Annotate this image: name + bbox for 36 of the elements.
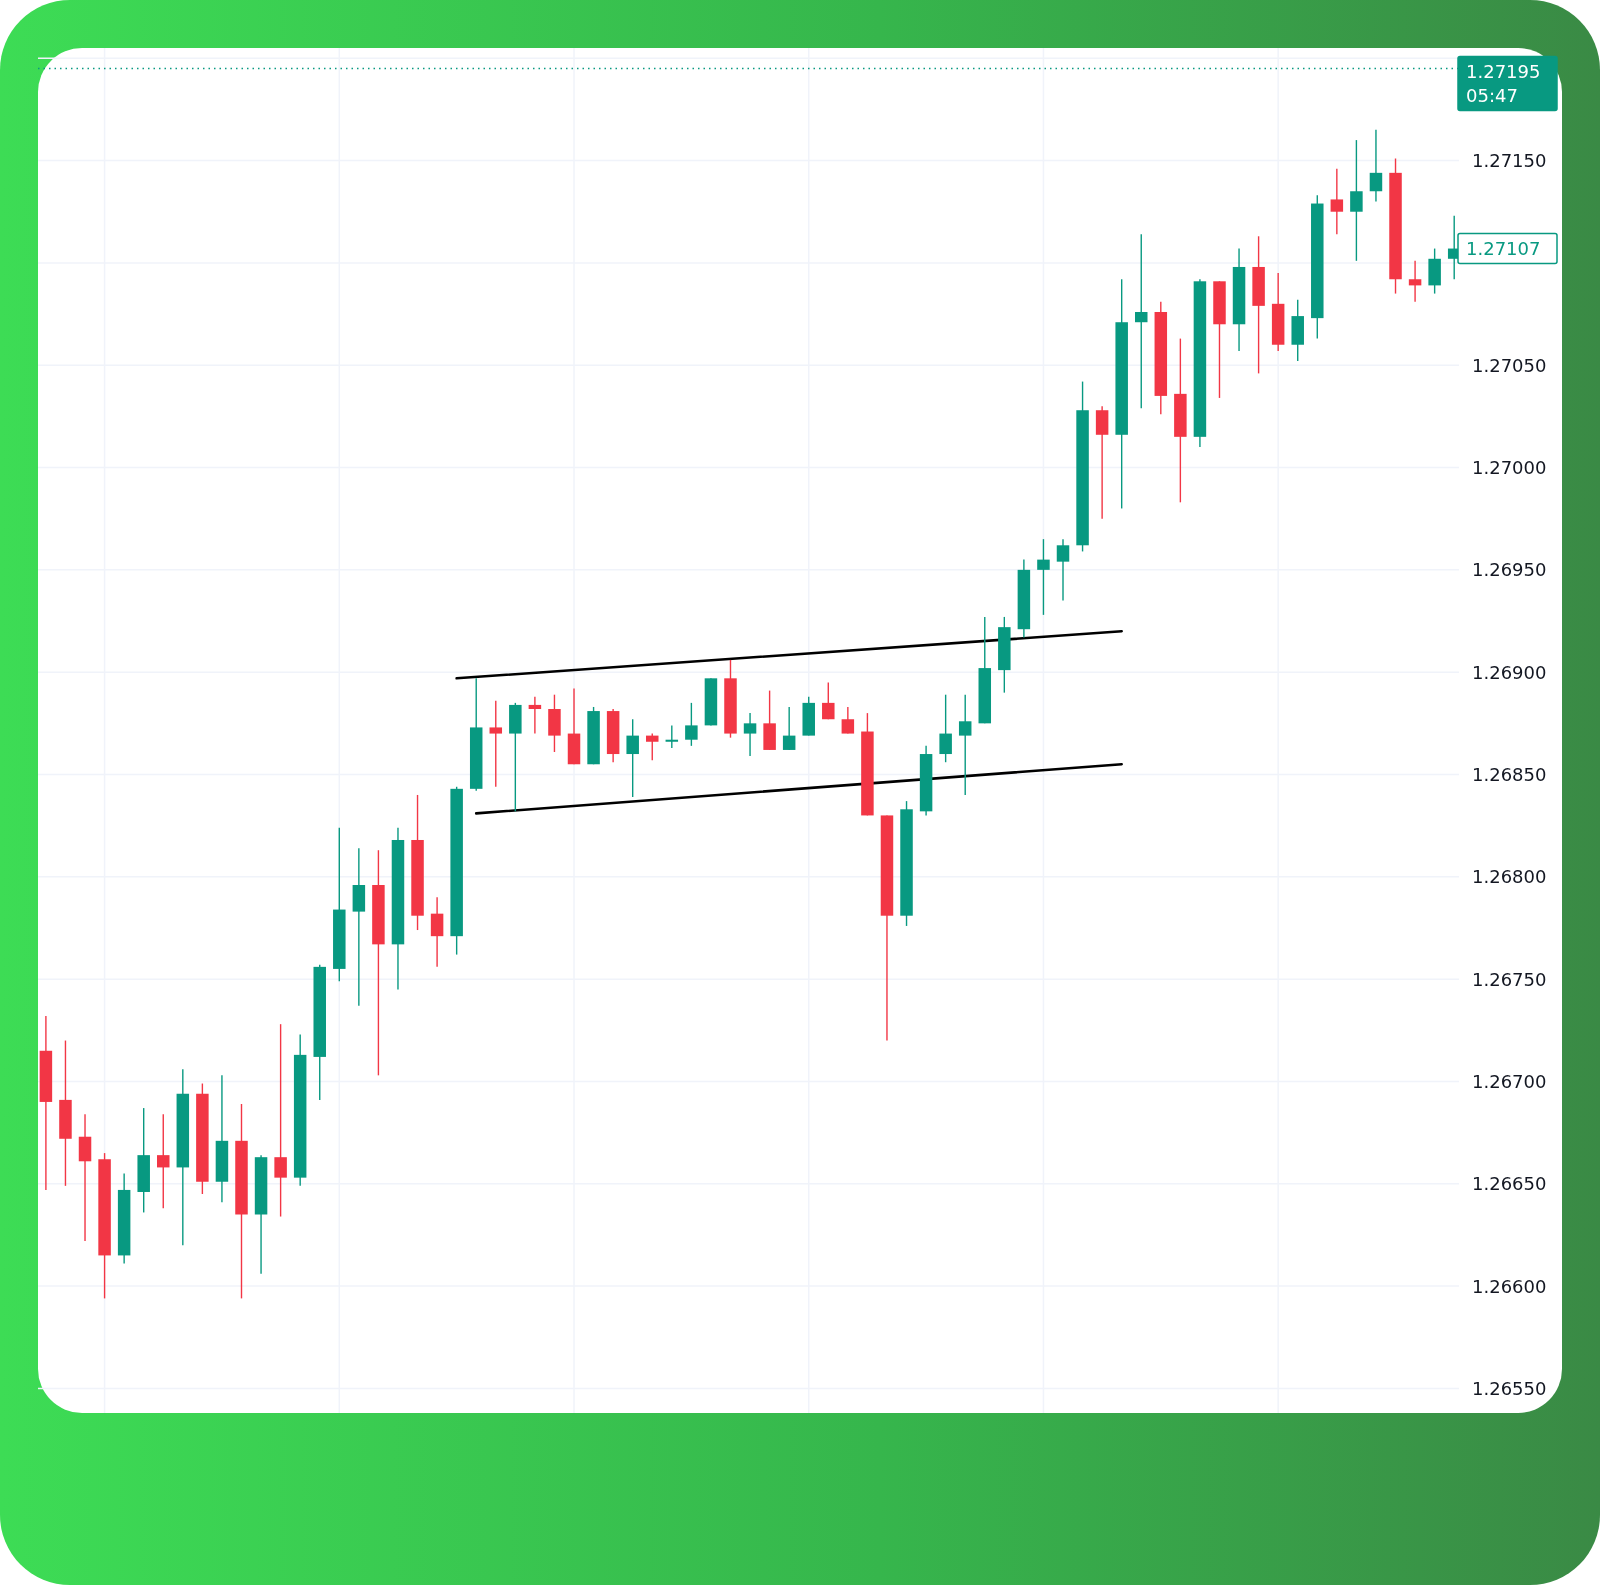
candlestick bbox=[1056, 538, 1070, 602]
y-tick-label: 1.27150 bbox=[1472, 150, 1547, 172]
y-tick-label: 1.26700 bbox=[1472, 1070, 1547, 1092]
candlestick bbox=[743, 712, 757, 757]
candlestick bbox=[489, 700, 503, 788]
y-tick-label: 1.26650 bbox=[1472, 1173, 1547, 1195]
candlestick bbox=[782, 706, 796, 751]
y-tick-label: 1.26900 bbox=[1472, 661, 1547, 683]
ref-line-label: 1.27195 05:47 bbox=[1466, 60, 1541, 106]
candlestick bbox=[430, 896, 444, 968]
candlestick bbox=[1369, 129, 1383, 203]
candlestick bbox=[274, 1023, 287, 1218]
candlestick bbox=[626, 718, 639, 798]
y-tick-label: 1.26950 bbox=[1472, 559, 1547, 581]
candlestick bbox=[1350, 139, 1363, 262]
y-tick-label: 1.26550 bbox=[1472, 1377, 1547, 1399]
candlestick bbox=[1408, 260, 1422, 303]
text: 1.27107 bbox=[1466, 238, 1541, 260]
candlestick bbox=[1134, 233, 1148, 409]
candlestick bbox=[841, 706, 855, 735]
candlestick bbox=[822, 681, 835, 720]
y-tick-label: 1.26600 bbox=[1472, 1275, 1547, 1297]
candlestick bbox=[685, 702, 698, 747]
candlestick bbox=[1330, 168, 1344, 235]
y-tick-label: 1.27000 bbox=[1472, 457, 1547, 479]
candlestick bbox=[939, 693, 952, 763]
candlestick bbox=[665, 724, 679, 749]
candlestick bbox=[528, 696, 542, 735]
candlestick bbox=[1037, 538, 1050, 616]
candlestick bbox=[646, 732, 659, 761]
candlestick bbox=[157, 1113, 170, 1210]
y-tick-label: 1.26850 bbox=[1472, 764, 1547, 785]
y-tick-label: 1.26800 bbox=[1472, 866, 1547, 888]
y-tick-label: 1.27050 bbox=[1472, 354, 1547, 376]
candlestick bbox=[958, 693, 972, 796]
y-tick-label: 1.26750 bbox=[1472, 968, 1547, 990]
